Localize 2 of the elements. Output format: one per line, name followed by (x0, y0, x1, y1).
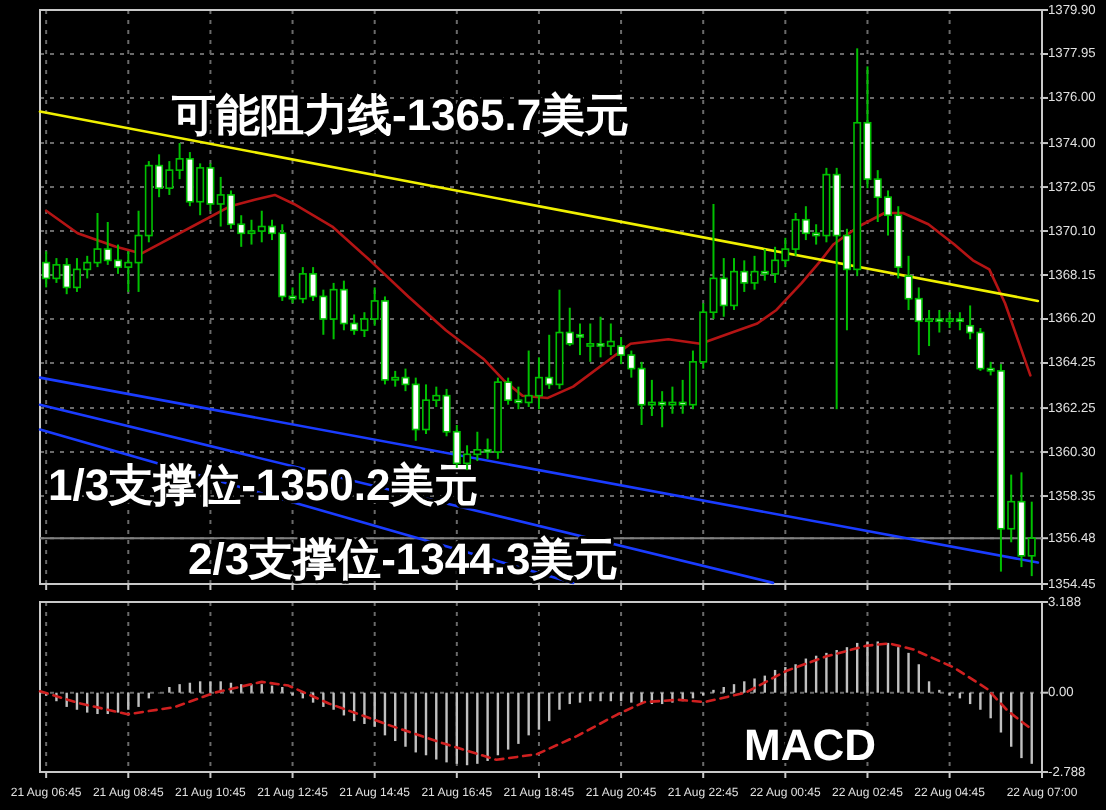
annotation: MACD (744, 720, 876, 770)
annotation: 可能阻力线-1365.7美元 (170, 90, 630, 140)
